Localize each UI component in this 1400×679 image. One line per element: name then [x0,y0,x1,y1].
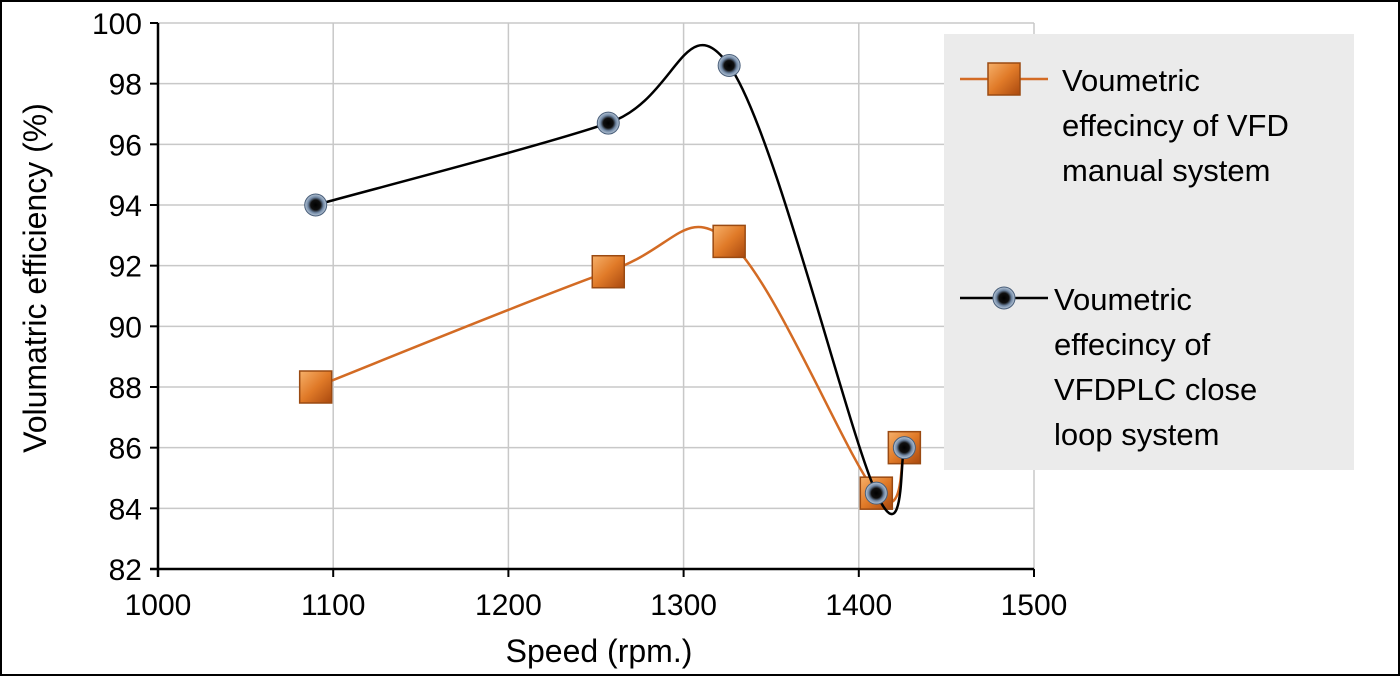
legend-marker [992,286,1016,310]
square-data-point [591,254,626,289]
legend-label-line: loop system [1054,417,1219,452]
x-tick-label: 1100 [301,589,366,622]
circle-data-point [304,193,328,217]
x-tick-label: 1500 [1001,589,1068,622]
series-2 [304,43,916,516]
grid [157,22,1035,570]
circle-data-point [892,436,916,460]
y-tick-label: 92 [109,251,142,284]
legend-label-line: manual system [1062,153,1270,188]
x-tick-label: 1200 [475,589,542,622]
circle-data-point [717,53,741,77]
legend-label-line: Voumetric [1062,63,1200,98]
circle-data-point [864,481,888,505]
y-tick-label: 86 [109,433,142,466]
legend-background [944,34,1354,470]
series-layer [298,43,922,516]
x-tick-label: 1400 [825,589,892,622]
x-tick-label: 1300 [650,589,717,622]
y-tick-label: 90 [109,311,142,344]
y-tick-label: 98 [109,69,142,102]
series-1 [298,224,922,510]
y-tick-label: 82 [109,554,142,587]
y-tick-label: 96 [109,129,142,162]
legend-entry-1: Voumetric effecincy of VFD manual system [960,62,1289,188]
y-tick-label: 84 [109,493,142,526]
y-tick-label: 88 [109,372,142,405]
legend-label-line: effecincy of VFD [1062,108,1289,143]
legend-entry-2: Voumetric effecincy of VFDPLC close loop sy… [960,282,1257,452]
legend-marker [987,62,1021,96]
legend-label-line: Voumetric [1054,282,1192,317]
square-data-point [712,224,746,259]
y-tick-label: 100 [92,8,142,41]
y-axis-title: Volumatric efficiency (%) [17,103,53,453]
axes [150,22,1035,577]
legend-label-line: effecincy of [1054,327,1211,362]
square-data-point [298,370,333,404]
legend-label-line: VFDPLC close [1054,372,1257,407]
x-axis-title: Speed (rpm.) [506,633,693,669]
x-tick-label: 1000 [125,589,192,622]
y-tick-labels: 82 84 86 88 90 92 94 96 98 100 [92,8,142,587]
y-tick-label: 94 [109,190,142,223]
x-tick-labels: 1000 1100 1200 1300 1400 1500 [125,589,1068,622]
circle-data-point [596,111,620,135]
